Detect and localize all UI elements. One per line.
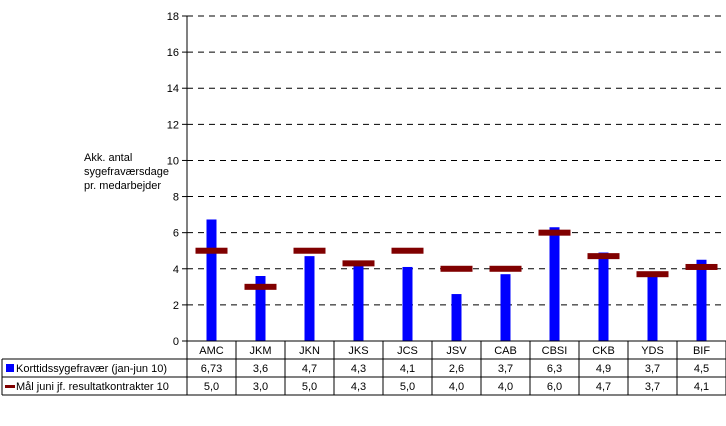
bar-series — [206, 219, 707, 341]
data-label: 2,6 — [449, 363, 464, 375]
bar — [696, 259, 707, 341]
y-tick-label: 14 — [167, 83, 179, 95]
target-marker — [440, 265, 473, 272]
data-label: 4,7 — [596, 381, 611, 393]
category-label: AMC — [199, 345, 224, 357]
bar — [304, 256, 315, 341]
y-tick-label: 16 — [167, 47, 179, 59]
y-tick-label: 18 — [167, 11, 179, 23]
category-label: BIF — [693, 345, 710, 357]
data-table: AMC JKM JKN JKS JCS JSV CAB CBSI CKB YDS BIF Kortti… — [1, 340, 726, 396]
category-label: JKS — [348, 345, 368, 357]
data-label: 4,1 — [400, 363, 415, 375]
data-label: 6,0 — [547, 381, 562, 393]
y-axis-label: Akk. antal sygefraværsdage pr. medarbejd… — [84, 152, 169, 192]
y-tick-label: 0 — [173, 336, 179, 348]
target-marker — [489, 265, 522, 272]
y-tick-label: 2 — [173, 300, 179, 312]
y-tick-label: 12 — [167, 119, 179, 131]
bar — [353, 263, 364, 341]
bar — [255, 276, 266, 341]
y-tick-label: 6 — [173, 228, 179, 240]
category-label: JCS — [397, 345, 418, 357]
bar — [598, 252, 609, 341]
y-axis: 0 2 4 6 8 10 12 14 16 18 — [167, 11, 188, 348]
target-marker — [587, 253, 620, 260]
data-label: 4,0 — [498, 381, 513, 393]
bar — [451, 294, 462, 341]
category-label: JKN — [299, 345, 320, 357]
legend-key-marker — [5, 385, 15, 388]
target-marker — [685, 263, 718, 270]
data-label: 6,3 — [547, 363, 562, 375]
bar — [402, 266, 413, 341]
y-tick-label: 8 — [173, 192, 179, 204]
target-marker — [538, 229, 571, 236]
category-label: CAB — [494, 345, 517, 357]
category-label: CKB — [592, 345, 615, 357]
data-label: 3,7 — [645, 363, 660, 375]
legend-label: Mål juni jf. resultatkontrakter 10 — [16, 381, 169, 393]
category-label: YDS — [641, 345, 664, 357]
bar — [500, 274, 511, 341]
legend-label: Korttidssygefravær (jan-jun 10) — [16, 363, 167, 375]
data-label: 5,0 — [204, 381, 219, 393]
target-marker — [195, 247, 228, 254]
category-label: CBSI — [542, 345, 568, 357]
data-label: 3,6 — [253, 363, 268, 375]
y-tick-label: 10 — [167, 155, 179, 167]
data-label: 3,0 — [253, 381, 268, 393]
data-label: 3,7 — [645, 381, 660, 393]
category-label: JSV — [446, 345, 467, 357]
category-label: JKM — [250, 345, 272, 357]
data-label: 4,5 — [694, 363, 709, 375]
bar — [549, 227, 560, 341]
target-series — [195, 229, 718, 290]
data-label: 4,7 — [302, 363, 317, 375]
data-label: 4,3 — [351, 363, 366, 375]
target-marker — [244, 283, 277, 290]
bar — [206, 219, 217, 341]
target-marker — [293, 247, 326, 254]
data-label: 4,3 — [351, 381, 366, 393]
data-label: 5,0 — [302, 381, 317, 393]
target-marker — [342, 260, 375, 267]
target-marker — [636, 271, 669, 278]
data-label: 3,7 — [498, 363, 513, 375]
bar — [647, 274, 658, 341]
data-label: 5,0 — [400, 381, 415, 393]
data-label: 4,0 — [449, 381, 464, 393]
gridlines — [187, 15, 726, 306]
data-label: 4,1 — [694, 381, 709, 393]
data-label: 4,9 — [596, 363, 611, 375]
data-label: 6,73 — [201, 363, 222, 375]
target-marker — [391, 247, 424, 254]
legend-key-bar — [6, 364, 14, 372]
y-tick-label: 4 — [173, 264, 179, 276]
